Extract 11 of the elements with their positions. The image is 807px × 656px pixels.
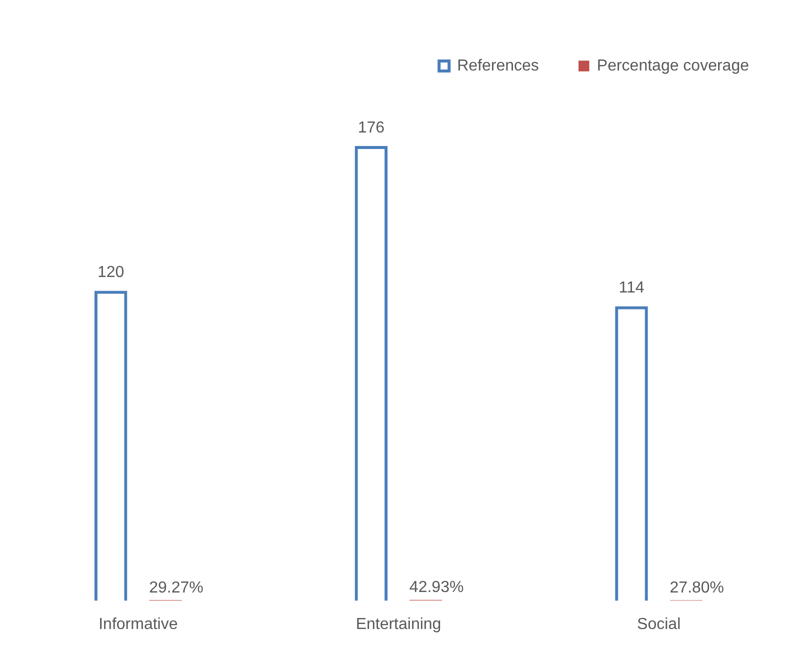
- data-label: 176: [358, 119, 385, 136]
- legend-label: References: [457, 57, 539, 74]
- legend-label: Percentage coverage: [596, 57, 750, 74]
- data-label: 29.27%: [149, 579, 204, 596]
- x-tick-label: Informative: [98, 616, 178, 633]
- x-tick-label: Social: [637, 616, 681, 633]
- data-label: 27.80%: [670, 579, 724, 596]
- data-label: 120: [97, 264, 124, 282]
- x-tick-label: Entertaining: [356, 616, 442, 633]
- data-label: 42.93%: [409, 579, 464, 596]
- data-label: 114: [618, 280, 644, 297]
